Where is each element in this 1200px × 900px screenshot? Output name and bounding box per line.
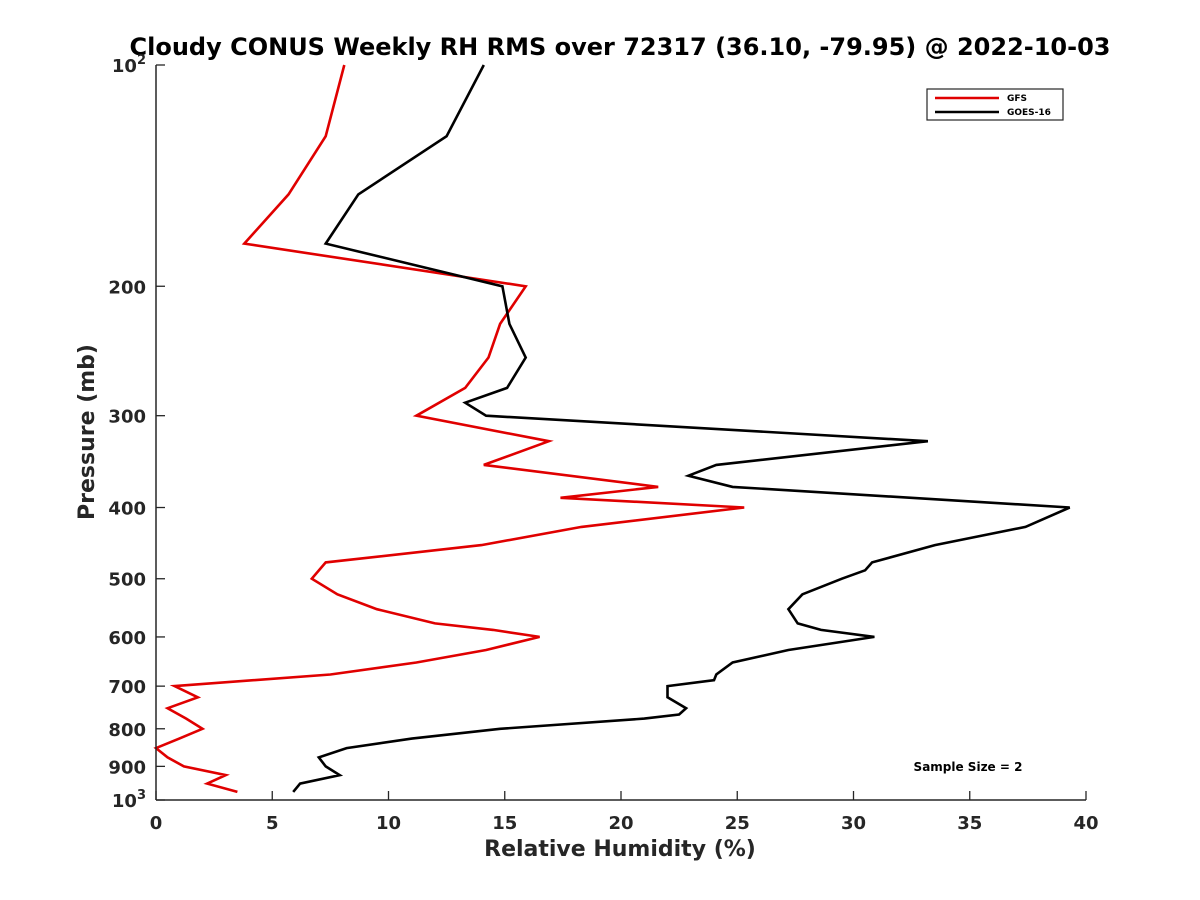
x-tick-label: 30: [841, 813, 866, 834]
chart-title: Cloudy CONUS Weekly RH RMS over 72317 (3…: [130, 33, 1111, 61]
y-tick-label: 800: [108, 720, 146, 741]
x-tick-label: 40: [1073, 813, 1098, 834]
x-tick-label: 10: [376, 813, 401, 834]
y-tick-label: 400: [108, 499, 146, 520]
series-line-goes-16: [292, 64, 1071, 793]
y-tick-exponent: 2: [137, 53, 146, 68]
x-tick-label: 35: [957, 813, 982, 834]
y-tick-base: 10: [112, 56, 137, 77]
y-tick-label: 103: [112, 788, 146, 812]
y-tick-base: 10: [112, 791, 137, 812]
x-ticks: 0 5 10 15 20 25 30 35 40: [150, 791, 1099, 834]
legend-box: [926, 88, 1064, 121]
legend: GFS GOES-16: [926, 88, 1064, 121]
y-tick-label: 900: [108, 757, 146, 778]
legend-label-gfs: GFS: [1007, 94, 1027, 104]
y-tick-label: 102: [112, 53, 146, 77]
legend-label-goes-16: GOES-16: [1007, 108, 1051, 118]
y-tick-exponent: 3: [137, 788, 146, 803]
y-tick-label: 700: [108, 677, 146, 698]
x-tick-label: 5: [266, 813, 279, 834]
plot-background: [156, 65, 1086, 800]
x-tick-label: 15: [492, 813, 517, 834]
plot-area: 0 5 10 15 20 25 30 35 40 10220030040050060070080…: [108, 53, 1098, 834]
x-axis-label: Relative Humidity (%): [484, 837, 756, 862]
series-layer: [153, 64, 1071, 794]
y-tick-label: 300: [108, 407, 146, 428]
x-tick-label: 0: [150, 813, 163, 834]
y-axis-label: Pressure (mb): [75, 344, 100, 520]
x-tick-label: 25: [725, 813, 750, 834]
sample-size-annotation: Sample Size = 2: [914, 760, 1023, 774]
y-tick-label: 500: [108, 570, 146, 591]
y-tick-label: 200: [108, 277, 146, 298]
y-tick-label: 600: [108, 628, 146, 649]
series-line-gfs: [153, 64, 745, 794]
x-tick-label: 20: [608, 813, 633, 834]
